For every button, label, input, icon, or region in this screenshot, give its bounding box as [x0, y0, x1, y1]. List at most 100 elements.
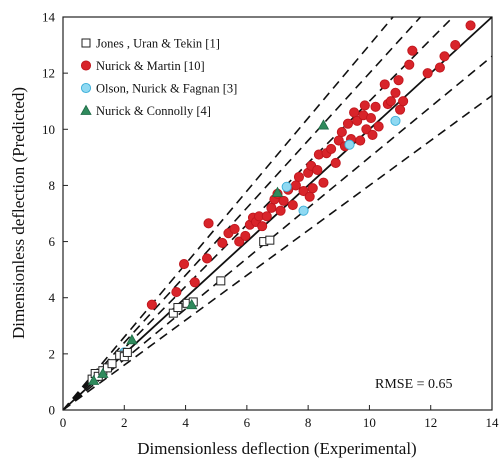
data-point: [422, 68, 433, 79]
data-point: [304, 191, 315, 202]
legend-label: Nurick & Martin [10]: [96, 59, 205, 73]
data-point: [318, 177, 329, 188]
data-point: [126, 333, 138, 345]
data-point: [107, 359, 117, 369]
data-point: [344, 139, 355, 150]
data-point: [287, 200, 298, 211]
data-point: [275, 205, 286, 216]
x-tick-label: 14: [486, 415, 500, 430]
data-point: [293, 171, 305, 183]
legend-marker: [80, 60, 92, 71]
data-point: [361, 124, 372, 135]
data-point: [266, 202, 277, 213]
data-point: [404, 59, 415, 70]
data-point: [173, 303, 183, 313]
data-point: [257, 221, 268, 232]
data-point: [352, 115, 363, 126]
x-tick-label: 8: [305, 415, 312, 430]
data-point: [261, 211, 272, 222]
data-points: [87, 20, 476, 385]
data-point: [317, 119, 330, 130]
data-point: [307, 183, 318, 194]
x-tick-label: 6: [244, 415, 251, 430]
data-point: [390, 115, 401, 126]
data-point: [336, 127, 347, 138]
data-point: [330, 157, 341, 169]
reference-line-dashed-1: [62, 16, 394, 411]
y-tick-label: 0: [49, 403, 56, 418]
data-point: [203, 218, 214, 229]
data-point: [365, 113, 377, 124]
reference-line-dashed-2: [62, 16, 422, 411]
data-point: [385, 96, 396, 107]
data-point: [367, 129, 378, 140]
y-tick-label: 2: [49, 346, 56, 361]
data-point: [146, 299, 157, 310]
legend: Jones , Uran & Tekin [1] Nurick & Martin …: [76, 27, 266, 147]
data-point: [312, 164, 323, 176]
data-point: [171, 287, 182, 298]
x-tick-label: 0: [60, 415, 67, 430]
data-point: [281, 181, 292, 192]
y-axis-title: Dimensionless deflection (Predicted): [9, 87, 28, 339]
series-3: [87, 119, 330, 385]
series-1: [146, 20, 476, 310]
data-point: [373, 121, 384, 132]
data-point: [390, 87, 401, 98]
data-point: [359, 100, 370, 111]
data-point: [355, 135, 366, 146]
data-point: [379, 79, 390, 90]
data-point: [189, 277, 200, 288]
x-tick-label: 12: [424, 415, 437, 430]
data-point: [201, 253, 213, 264]
y-tick-label: 4: [49, 290, 56, 305]
legend-marker: [80, 82, 92, 94]
data-point: [407, 45, 418, 56]
y-tick-label: 12: [42, 66, 55, 81]
data-point: [326, 143, 337, 154]
data-point: [122, 347, 132, 357]
data-point: [265, 235, 275, 245]
legend-marker: [80, 104, 92, 115]
data-point: [395, 104, 406, 115]
data-point: [278, 195, 289, 206]
legend-label: Jones , Uran & Tekin [1]: [96, 37, 220, 51]
x-axis-title: Dimensionless deflection (Experimental): [137, 439, 416, 458]
data-point: [465, 20, 476, 31]
data-point: [271, 186, 284, 197]
data-point: [450, 40, 461, 51]
x-tick-label: 4: [182, 415, 189, 430]
legend-box: [76, 27, 266, 147]
data-point: [217, 237, 228, 249]
data-point: [342, 118, 354, 129]
plot-frame: [62, 16, 493, 411]
legend-label: Olson, Nurick & Fagnan [3]: [96, 82, 237, 96]
data-point: [393, 75, 404, 86]
data-point: [229, 223, 240, 234]
rmse-annotation: RMSE = 0.65: [375, 377, 453, 392]
y-tick-label: 14: [42, 10, 56, 25]
data-point: [186, 298, 198, 310]
data-point: [178, 258, 190, 270]
data-point: [87, 374, 100, 385]
y-tick-label: 6: [49, 234, 56, 249]
y-tick-label: 10: [42, 122, 55, 137]
data-point: [298, 205, 309, 216]
data-point: [398, 96, 409, 107]
data-point: [234, 236, 245, 247]
axis-ticks: 0 2 4 6 8 10 12 14 0 2 4 6 8 10 12 14: [42, 10, 499, 431]
annotation-background: [368, 370, 484, 396]
reference-line-dashed-5: [62, 94, 493, 411]
data-point: [216, 276, 226, 286]
data-point: [97, 367, 109, 378]
legend-marker: [81, 38, 91, 48]
legend-label: Nurick & Connolly [4]: [96, 104, 211, 118]
y-tick-label: 8: [49, 178, 56, 193]
x-tick-label: 10: [363, 415, 376, 430]
data-point: [434, 62, 445, 73]
data-point: [439, 51, 450, 62]
reference-line-dashed-4: [62, 55, 493, 411]
data-point: [240, 230, 251, 242]
data-point: [349, 107, 360, 118]
